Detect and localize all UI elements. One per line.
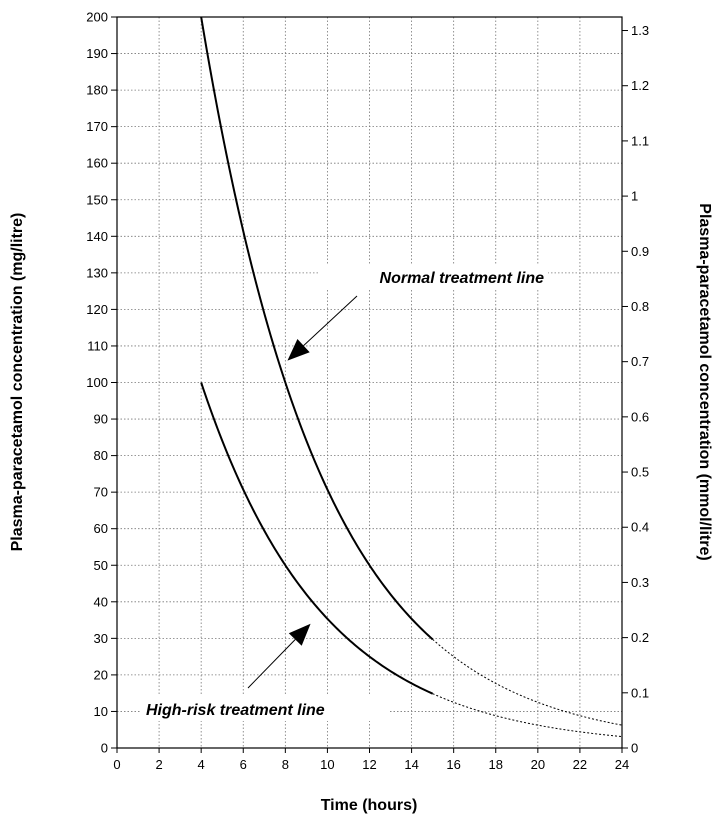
- y2-tick-label: 0.9: [631, 244, 649, 259]
- y-tick-label: 200: [86, 10, 108, 25]
- y-tick-label: 70: [94, 485, 108, 500]
- y-tick-label: 90: [94, 412, 108, 427]
- highrisk-label-background: [140, 695, 390, 721]
- y-tick-label: 60: [94, 521, 108, 536]
- y2-tick-label: 0.2: [631, 630, 649, 645]
- series-extrapolation-high-risk: [432, 693, 623, 738]
- x-tick-label: 16: [446, 757, 460, 772]
- series-line-high-risk: [200, 382, 434, 695]
- y2-tick-labels: 0 0.1 0.2 0.3 0.4 0.5 0.6 0.7 0.8 0.9 1 1.1 1.2 1.3: [631, 23, 649, 755]
- series-line-normal: [200, 16, 434, 641]
- y-tick-label: 150: [86, 192, 108, 207]
- normal-label-background: [318, 264, 548, 290]
- x-axis-title: Time (hours): [321, 797, 418, 814]
- annotation-arrow-head: [287, 339, 310, 361]
- y-tick-label: 80: [94, 448, 108, 463]
- annotation-arrow-shaft: [247, 639, 296, 689]
- y-tick-label: 50: [94, 558, 108, 573]
- y-tick-label: 40: [94, 594, 108, 609]
- y2-tick-label: 0.6: [631, 409, 649, 424]
- y2-tick-label: 0.3: [631, 575, 649, 590]
- y-tick-label: 160: [86, 156, 108, 171]
- series-extrapolation-normal: [432, 638, 623, 726]
- y-tick-label: 120: [86, 302, 108, 317]
- y2-tick-label: 0.5: [631, 465, 649, 480]
- x-tick-label: 20: [531, 757, 545, 772]
- y2-tick-label: 0.7: [631, 354, 649, 369]
- x-tick-label: 14: [404, 757, 418, 772]
- y2-tick-label: 0.8: [631, 299, 649, 314]
- grid: [117, 17, 622, 748]
- y2-tick-label: 0.1: [631, 685, 649, 700]
- x-tick-label: 24: [615, 757, 629, 772]
- y2-axis-title: Plasma-paracetamol concentration (mmol/l…: [696, 203, 713, 560]
- x-tick-label: 10: [320, 757, 334, 772]
- y-tick-label: 140: [86, 229, 108, 244]
- x-tick-label: 18: [489, 757, 503, 772]
- y-tick-label: 20: [94, 667, 108, 682]
- series-lines: [200, 16, 623, 738]
- annotation-arrow-shaft: [303, 295, 358, 346]
- x-tick-label: 8: [282, 757, 289, 772]
- y-tick-label: 100: [86, 375, 108, 390]
- y2-tick-label: 0.4: [631, 520, 649, 535]
- x-tick-label: 0: [113, 757, 120, 772]
- normal-treatment-label: Normal treatment line: [380, 270, 545, 287]
- y-tick-label: 10: [94, 704, 108, 719]
- y2-tick-label: 1.3: [631, 23, 649, 38]
- x-tick-labels: 0 2 4 6 8 10 12 14 16 18 20 22 24: [113, 757, 629, 772]
- y-tick-label: 180: [86, 83, 108, 98]
- x-tick-label: 6: [240, 757, 247, 772]
- x-tick-label: 2: [155, 757, 162, 772]
- annotations: Normal treatment line High-risk treatmen…: [140, 264, 548, 721]
- y-tick-labels: 0 10 20 30 40 50 60 70 80 90 100 110 120 130 140 150 160…: [86, 10, 108, 756]
- x-tick-label: 22: [573, 757, 587, 772]
- tick-marks: [111, 16, 628, 753]
- y2-tick-label: 1: [631, 189, 638, 204]
- y-tick-label: 0: [101, 741, 108, 756]
- y-axis-title: Plasma-paracetamol concentration (mg/lit…: [9, 213, 26, 552]
- y2-tick-label: 0: [631, 741, 638, 756]
- y2-tick-label: 1.1: [631, 133, 649, 148]
- y-tick-label: 170: [86, 119, 108, 134]
- x-tick-label: 4: [198, 757, 205, 772]
- highrisk-treatment-label: High-risk treatment line: [146, 702, 325, 719]
- annotation-arrow-head: [288, 623, 311, 646]
- y-tick-label: 190: [86, 46, 108, 61]
- y-tick-label: 110: [87, 338, 108, 353]
- x-tick-label: 12: [362, 757, 376, 772]
- y2-tick-label: 1.2: [631, 78, 649, 93]
- y-tick-label: 130: [86, 265, 108, 280]
- y-tick-label: 30: [94, 631, 108, 646]
